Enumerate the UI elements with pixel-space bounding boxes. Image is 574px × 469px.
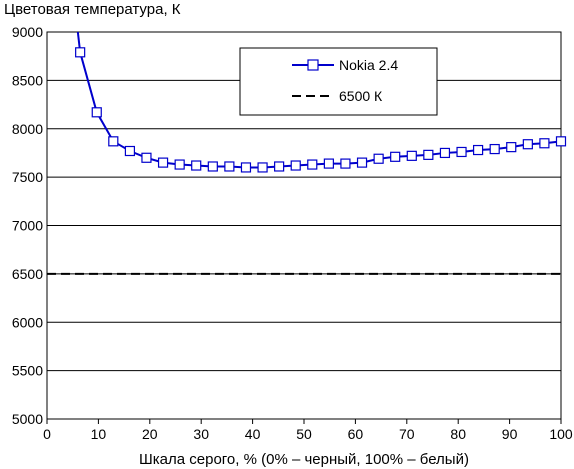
x-tick-label: 80	[450, 426, 466, 442]
series-nokia-point	[307, 159, 318, 170]
y-tick-label: 5500	[12, 363, 43, 379]
series-nokia-point	[240, 162, 252, 173]
series-nokia-point	[290, 160, 301, 171]
legend: Nokia 2.4 6500 К	[239, 47, 438, 116]
y-axis-title: Цветовая температура, К	[4, 1, 181, 18]
series-nokia-point	[522, 139, 533, 150]
y-tick-label: 8500	[12, 72, 43, 88]
series-nokia-point	[472, 144, 484, 156]
legend-label-6500k: 6500 К	[339, 88, 383, 104]
y-tick-label: 5000	[12, 411, 43, 427]
series-nokia-point	[456, 146, 467, 158]
series-nokia-point	[157, 157, 169, 168]
legend-label-nokia: Nokia 2.4	[339, 57, 398, 73]
y-axis-ticks: 5000 5500 6000 6500 7000 7500 8000 8500 9000	[12, 24, 43, 427]
y-tick-label: 7000	[12, 218, 43, 234]
series-nokia-point	[274, 161, 285, 172]
y-tick-label: 8000	[12, 121, 43, 137]
series-nokia-point	[207, 161, 218, 172]
series-nokia-point	[257, 162, 268, 173]
y-tick-label: 6500	[12, 266, 43, 282]
legend-box	[239, 47, 438, 116]
series-nokia-point	[439, 147, 451, 159]
main-series	[75, 31, 567, 173]
x-tick-label: 10	[91, 426, 107, 442]
y-tick-label: 7500	[12, 169, 43, 185]
series-nokia-point	[390, 151, 401, 162]
y-tick-label: 9000	[12, 24, 43, 40]
series-nokia-point	[224, 161, 235, 172]
x-tick-label: 70	[399, 426, 415, 442]
legend-marker-nokia	[307, 59, 319, 71]
series-nokia-point	[191, 160, 202, 171]
x-tick-label: 100	[549, 426, 573, 442]
series-nokia-point	[423, 149, 434, 160]
series-nokia-point	[506, 142, 517, 153]
x-axis-title: Шкала серого, % (0% – черный, 100% – бел…	[139, 451, 469, 468]
series-nokia-point	[174, 159, 185, 170]
series-nokia-point	[108, 136, 119, 147]
x-tick-label: 60	[348, 426, 364, 442]
series-nokia-point	[340, 158, 351, 169]
series-nokia-point	[75, 47, 86, 58]
series-nokia-point	[539, 138, 550, 149]
x-tick-label: 30	[193, 426, 209, 442]
series-nokia-point	[124, 145, 136, 157]
x-axis-ticks: 0 10 20 30 40 50 60 70 80 90 100	[43, 419, 573, 442]
series-nokia-point	[373, 153, 384, 164]
series-nokia-point	[489, 143, 500, 155]
series-nokia-point	[141, 152, 152, 163]
x-tick-label: 50	[296, 426, 312, 442]
grid-lines	[47, 79, 561, 372]
y-tick-label: 6000	[12, 314, 43, 330]
series-nokia-point	[555, 136, 567, 147]
x-tick-label: 20	[142, 426, 158, 442]
x-tick-label: 0	[43, 426, 51, 442]
series-nokia-point	[356, 157, 368, 168]
x-tick-label: 40	[245, 426, 261, 442]
series-nokia-point	[323, 158, 334, 169]
x-tick-label: 90	[502, 426, 518, 442]
series-nokia-point	[406, 150, 417, 161]
series-nokia-point	[91, 107, 102, 118]
